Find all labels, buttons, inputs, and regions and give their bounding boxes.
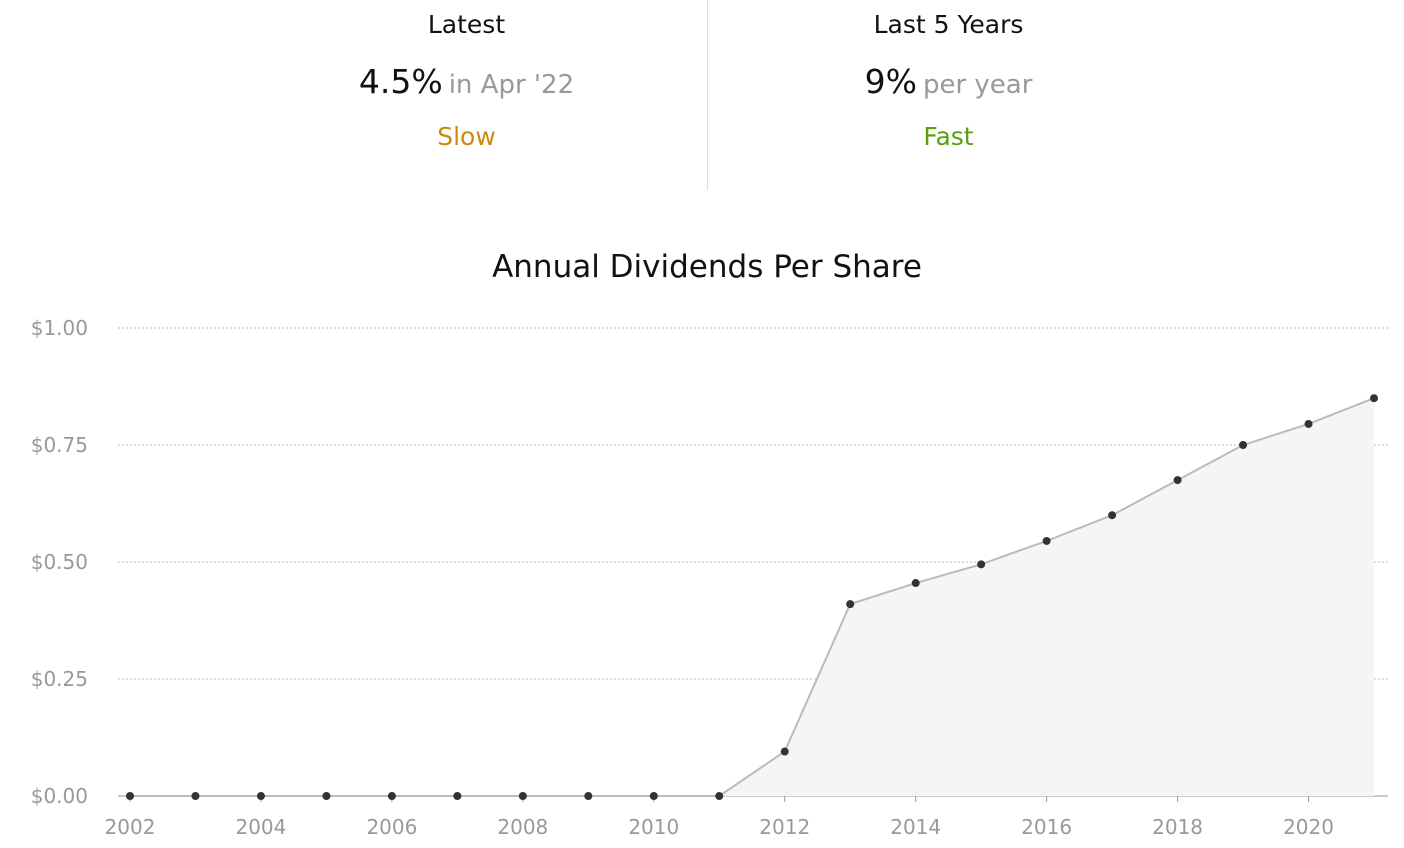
data-point[interactable] [1239, 441, 1248, 449]
data-point[interactable] [518, 792, 527, 800]
data-point[interactable] [322, 792, 331, 800]
stat-last-5-years-subtext: per year [922, 70, 1033, 100]
area-fill [130, 398, 1374, 796]
data-point[interactable] [584, 792, 593, 800]
data-point[interactable] [1108, 511, 1117, 520]
y-tick-label: $1.00 [31, 316, 88, 340]
stat-latest-label: Latest [427, 10, 506, 39]
data-point[interactable] [387, 792, 396, 800]
x-tick-label: 2004 [235, 815, 286, 839]
y-tick-label: $0.00 [31, 784, 88, 808]
x-tick-label: 2008 [497, 815, 548, 839]
data-point[interactable] [191, 792, 200, 800]
series-line [130, 397, 1375, 797]
x-tick-label: 2010 [628, 815, 679, 839]
stat-latest-value: 4.5% [358, 62, 443, 101]
y-tick-label: $0.25 [31, 667, 88, 691]
stat-last-5-years-rating: Fast [923, 122, 974, 151]
stat-latest-subtext: in Apr '22 [448, 70, 575, 100]
stat-latest: Latest 4.5% in Apr '22 Slow [226, 0, 707, 190]
x-tick-label: 2018 [1152, 815, 1203, 839]
stat-last-5-years: Last 5 Years 9% per year Fast [707, 0, 1189, 190]
stat-last-5-years-label: Last 5 Years [873, 10, 1024, 39]
data-point[interactable] [911, 579, 920, 588]
chart-title: Annual Dividends Per Share [492, 249, 922, 285]
data-point[interactable] [1304, 419, 1313, 428]
x-tick-label: 2014 [890, 815, 941, 839]
data-point[interactable] [453, 792, 462, 800]
data-point[interactable] [977, 560, 986, 569]
data-point[interactable] [715, 792, 724, 800]
stat-last-5-years-value: 9% [864, 62, 917, 101]
x-tick-label: 2012 [759, 815, 810, 839]
y-axis-ticks: $0.00 $0.25 $0.50 $0.75 $1.00 [31, 316, 88, 808]
stat-latest-value-row: 4.5% in Apr '22 [226, 62, 707, 105]
data-point[interactable] [846, 600, 855, 609]
data-point[interactable] [126, 792, 134, 800]
x-axis-ticks: 2002 2004 2006 2008 2010 2012 2014 2016 2018 2020 [105, 795, 1388, 839]
x-tick-label: 2016 [1021, 815, 1072, 839]
area-series [130, 397, 1375, 797]
data-points [126, 394, 1378, 800]
y-tick-label: $0.75 [31, 433, 88, 457]
data-point[interactable] [1370, 394, 1378, 403]
data-point[interactable] [1042, 536, 1051, 545]
x-tick-label: 2002 [105, 815, 156, 839]
data-point[interactable] [1173, 476, 1182, 485]
stats-summary: Latest 4.5% in Apr '22 Slow Last 5 Years … [226, 0, 1189, 190]
x-tick-label: 2006 [366, 815, 417, 839]
stat-last-5-years-value-row: 9% per year [708, 62, 1189, 105]
y-tick-label: $0.50 [31, 550, 88, 574]
data-point[interactable] [649, 792, 658, 800]
x-tick-label: 2020 [1283, 815, 1334, 839]
data-point[interactable] [780, 747, 789, 756]
stat-latest-rating: Slow [437, 122, 496, 151]
data-point[interactable] [256, 792, 265, 800]
